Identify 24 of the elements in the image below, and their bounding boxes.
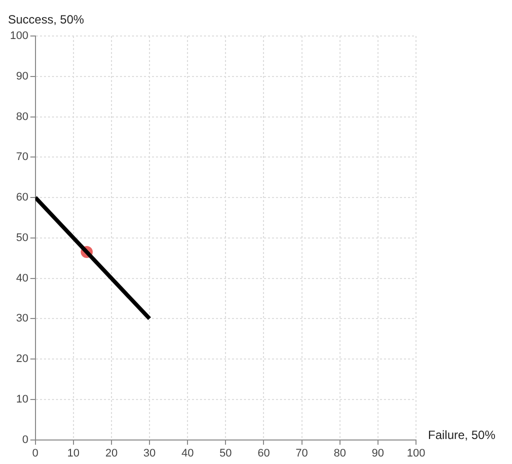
x-tick-label: 70 bbox=[296, 447, 308, 460]
y-tick-label: 20 bbox=[16, 353, 28, 366]
x-tick-label: 10 bbox=[67, 447, 80, 460]
x-tick-label: 100 bbox=[406, 447, 426, 460]
x-tick-label: 50 bbox=[220, 447, 232, 460]
y-axis-title: Success, 50% bbox=[8, 12, 84, 26]
x-tick-label: 90 bbox=[372, 447, 384, 460]
y-tick-label: 0 bbox=[22, 434, 28, 446]
y-tick-label: 100 bbox=[10, 30, 28, 42]
y-tick-label: 70 bbox=[16, 151, 28, 164]
x-tick-label: 30 bbox=[143, 447, 156, 460]
x-tick-label: 60 bbox=[258, 447, 270, 460]
x-tick-label: 80 bbox=[334, 447, 346, 460]
x-tick-label: 40 bbox=[181, 447, 194, 460]
y-tick-label: 30 bbox=[16, 312, 28, 325]
y-tick-label: 10 bbox=[16, 393, 28, 406]
x-axis-title: Failure, 50% bbox=[428, 428, 496, 442]
x-tick-label: 20 bbox=[105, 447, 118, 460]
y-tick-label: 90 bbox=[16, 70, 28, 82]
y-tick-label: 80 bbox=[16, 110, 28, 123]
y-tick-label: 60 bbox=[16, 192, 28, 204]
y-tick-label: 50 bbox=[16, 232, 28, 244]
y-tick-label: 40 bbox=[16, 272, 28, 284]
x-tick-label: 0 bbox=[32, 447, 38, 460]
